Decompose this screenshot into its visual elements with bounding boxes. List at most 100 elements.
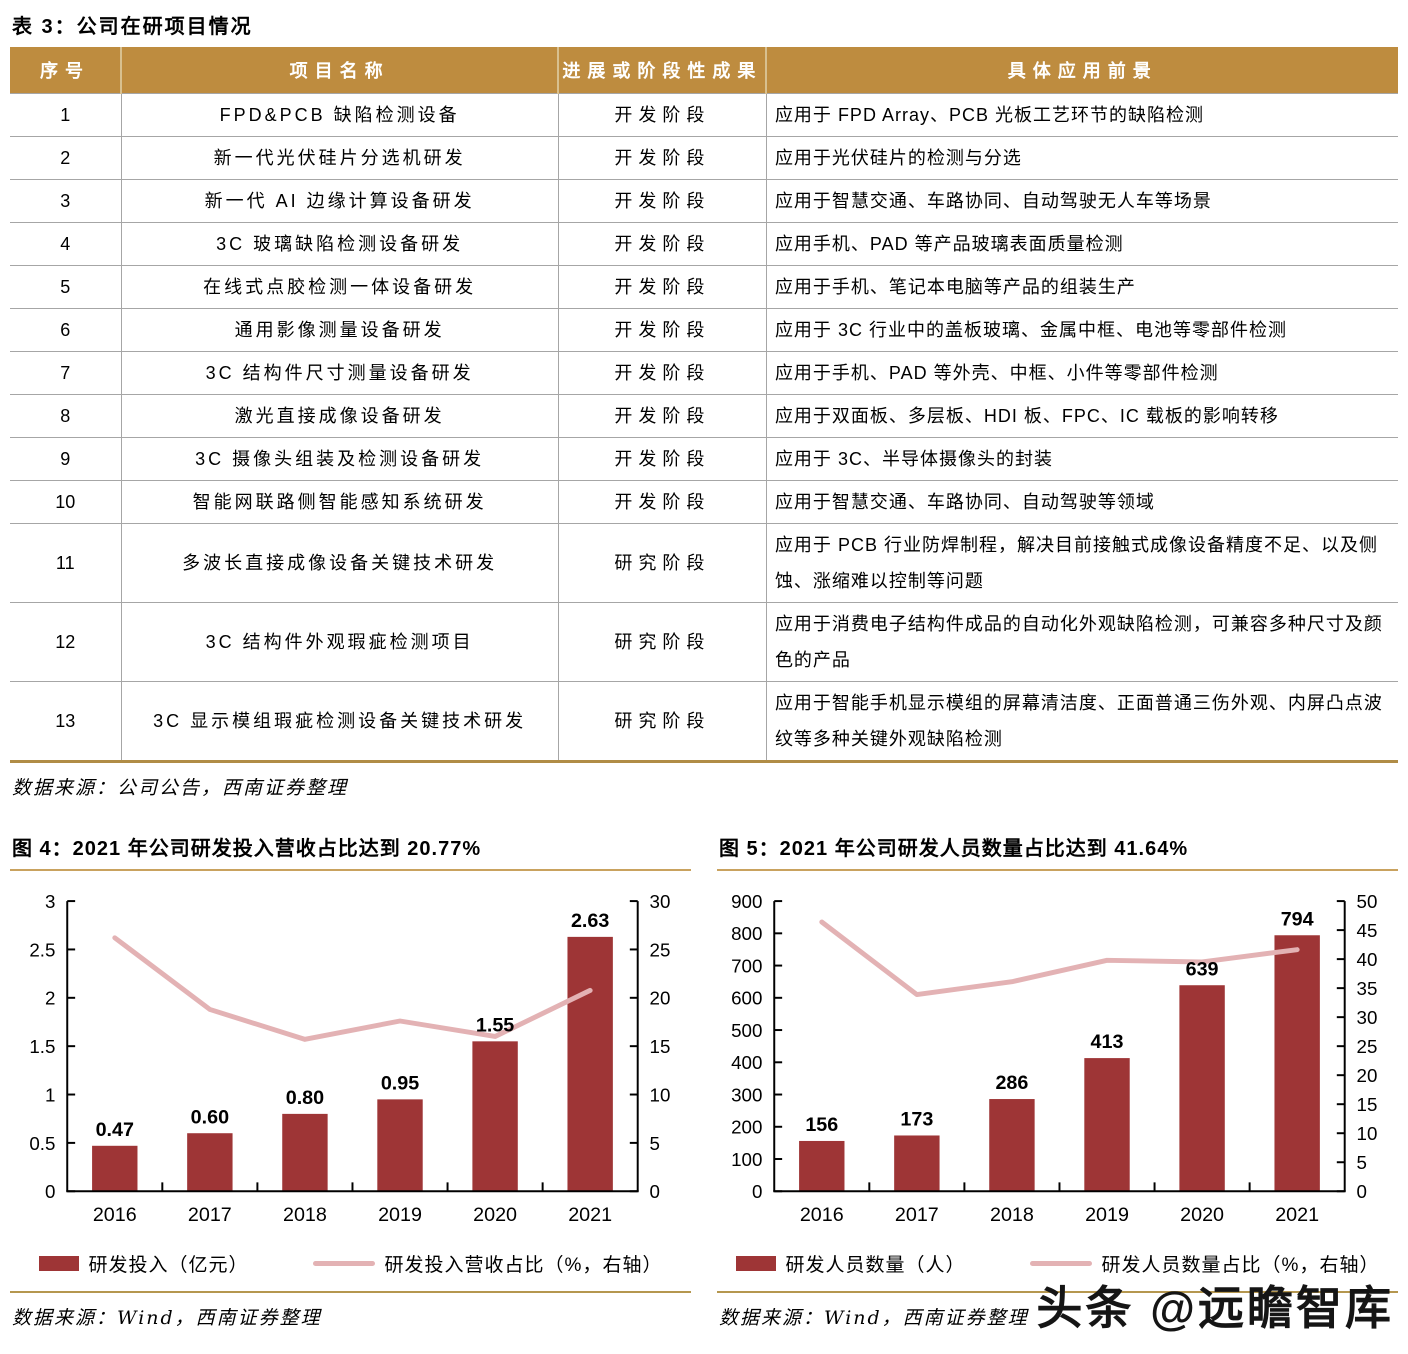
cell-name: 通用影像测量设备研发 <box>120 307 559 352</box>
svg-text:413: 413 <box>1091 1031 1124 1053</box>
cell-stage: 开发阶段 <box>557 135 767 180</box>
cell-name: 多波长直接成像设备关键技术研发 <box>120 522 559 603</box>
column-header-1: 项目名称 <box>120 47 559 93</box>
cell-num: 9 <box>10 436 122 481</box>
legend-label: 研发人员数量（人） <box>785 1255 966 1276</box>
table-row: 10 智能网联路侧智能感知系统研发 开发阶段 应用于智慧交通、车路协同、自动驾驶等领域 <box>10 479 1398 524</box>
cell-stage: 开发阶段 <box>557 92 767 137</box>
cell-num: 6 <box>10 307 122 352</box>
cell-stage: 开发阶段 <box>557 264 767 309</box>
svg-text:500: 500 <box>731 1019 762 1040</box>
svg-text:30: 30 <box>1357 1007 1378 1028</box>
svg-text:5: 5 <box>650 1132 660 1153</box>
svg-text:2019: 2019 <box>1085 1203 1129 1225</box>
table-row: 12 3C 结构件外观瑕疵检测项目 研究阶段 应用于消费电子结构件成品的自动化外观缺陷… <box>10 601 1398 682</box>
cell-app: 应用于 FPD Array、PCB 光板工艺环节的缺陷检测 <box>765 92 1398 137</box>
cell-num: 11 <box>10 522 122 603</box>
cell-num: 12 <box>10 601 122 682</box>
cell-app: 应用于智能手机显示模组的屏幕清洁度、正面普通三伤外观、内屏凸点波纹等多种关键外观… <box>765 680 1398 762</box>
cell-app: 应用于 3C、半导体摄像头的封装 <box>765 436 1398 481</box>
table-row: 13 3C 显示模组瑕疵检测设备关键技术研发 研究阶段 应用于智能手机显示模组的屏幕清… <box>10 680 1398 762</box>
cell-name: 在线式点胶检测一体设备研发 <box>120 264 559 309</box>
svg-text:35: 35 <box>1357 978 1378 999</box>
cell-app: 应用于消费电子结构件成品的自动化外观缺陷检测，可兼容多种尺寸及颜色的产品 <box>765 601 1398 682</box>
cell-name: 激光直接成像设备研发 <box>120 393 559 438</box>
svg-text:2018: 2018 <box>990 1203 1034 1225</box>
cell-name: 3C 结构件外观瑕疵检测项目 <box>120 601 559 682</box>
chart-5-title: 图 5：2021 年公司研发人员数量占比达到 41.64% <box>719 837 1189 860</box>
legend-line-swatch <box>1029 1261 1092 1266</box>
svg-text:2.5: 2.5 <box>29 939 55 960</box>
table-row: 5 在线式点胶检测一体设备研发 开发阶段 应用于手机、笔记本电脑等产品的组装生产 <box>10 264 1398 309</box>
svg-text:15: 15 <box>1357 1094 1378 1115</box>
cell-app: 应用于手机、笔记本电脑等产品的组装生产 <box>765 264 1398 309</box>
svg-text:2017: 2017 <box>188 1203 232 1225</box>
svg-text:0: 0 <box>752 1181 762 1202</box>
chart-5-source: 数据来源：Wind，西南证券整理 <box>719 1306 1029 1329</box>
table-row: 11 多波长直接成像设备关键技术研发 研究阶段 应用于 PCB 行业防焊制程，解决目前… <box>10 522 1398 603</box>
gold-divider <box>10 1290 691 1293</box>
legend-label: 研发投入（亿元） <box>88 1255 249 1276</box>
table-row: 2 新一代光伏硅片分选机研发 开发阶段 应用于光伏硅片的检测与分选 <box>10 135 1398 180</box>
svg-text:0: 0 <box>650 1181 660 1202</box>
svg-text:2021: 2021 <box>568 1203 612 1225</box>
column-header-2: 进展或阶段性成果 <box>557 47 767 93</box>
table-header: 序号 项目名称 进展或阶段性成果 具体应用前景 <box>10 47 1398 93</box>
svg-text:50: 50 <box>1357 890 1378 911</box>
svg-text:40: 40 <box>1357 949 1378 970</box>
table-row: 3 新一代 AI 边缘计算设备研发 开发阶段 应用于智慧交通、车路协同、自动驾驶无人车… <box>10 178 1398 223</box>
cell-stage: 开发阶段 <box>557 178 767 223</box>
svg-text:2016: 2016 <box>800 1203 844 1225</box>
svg-text:10: 10 <box>650 1084 671 1105</box>
svg-text:700: 700 <box>731 955 762 976</box>
svg-text:20: 20 <box>650 987 671 1008</box>
svg-text:2019: 2019 <box>378 1203 422 1225</box>
chart-block-4: 图 4：2021 年公司研发投入营收占比达到 20.77% 0 0.5 1 1.5 2 2… <box>10 832 691 1330</box>
cell-stage: 开发阶段 <box>557 307 767 352</box>
svg-text:10: 10 <box>1357 1123 1378 1144</box>
cell-stage: 研究阶段 <box>557 601 767 682</box>
legend-item: 研发人员数量占比（%，右轴） <box>1029 1250 1380 1277</box>
cell-app: 应用于 PCB 行业防焊制程，解决目前接触式成像设备精度不足、以及侧蚀、涨缩难以… <box>765 522 1398 603</box>
svg-text:25: 25 <box>1357 1036 1378 1057</box>
svg-text:100: 100 <box>731 1148 762 1169</box>
table-row: 8 激光直接成像设备研发 开发阶段 应用于双面板、多层板、HDI 板、FPC、IC 载… <box>10 393 1398 438</box>
chart-4-source: 数据来源：Wind，西南证券整理 <box>12 1306 322 1329</box>
table-body: 1 FPD&PCB 缺陷检测设备 开发阶段 应用于 FPD Array、PCB 光板工… <box>10 92 1398 762</box>
legend-label: 研发人员数量占比（%，右轴） <box>1101 1255 1380 1276</box>
cell-num: 7 <box>10 350 122 395</box>
svg-text:800: 800 <box>731 923 762 944</box>
cell-app: 应用于 3C 行业中的盖板玻璃、金属中框、电池等零部件检测 <box>765 307 1398 352</box>
svg-text:2016: 2016 <box>93 1203 137 1225</box>
legend-bar-swatch <box>38 1256 79 1271</box>
svg-text:30: 30 <box>650 890 671 911</box>
cell-app: 应用于光伏硅片的检测与分选 <box>765 135 1398 180</box>
table-row: 6 通用影像测量设备研发 开发阶段 应用于 3C 行业中的盖板玻璃、金属中框、电池等零… <box>10 307 1398 352</box>
legend-line-swatch <box>312 1261 375 1266</box>
cell-stage: 研究阶段 <box>557 680 767 762</box>
charts-row: 图 4：2021 年公司研发投入营收占比达到 20.77% 0 0.5 1 1.5 2 2… <box>10 832 1398 1330</box>
title-underline <box>10 868 691 871</box>
table-row: 1 FPD&PCB 缺陷检测设备 开发阶段 应用于 FPD Array、PCB 光板工… <box>10 92 1398 137</box>
cell-app: 应用于手机、PAD 等外壳、中框、小件等零部件检测 <box>765 350 1398 395</box>
svg-text:1.5: 1.5 <box>29 1036 55 1057</box>
svg-text:0.47: 0.47 <box>96 1118 134 1140</box>
cell-stage: 开发阶段 <box>557 393 767 438</box>
cell-name: 新一代光伏硅片分选机研发 <box>120 135 559 180</box>
svg-text:794: 794 <box>1281 908 1314 930</box>
legend-label: 研发投入营收占比（%，右轴） <box>384 1255 663 1276</box>
column-header-3: 具体应用前景 <box>765 47 1398 93</box>
svg-text:1.55: 1.55 <box>476 1014 514 1036</box>
svg-text:45: 45 <box>1357 920 1378 941</box>
cell-app: 应用手机、PAD 等产品玻璃表面质量检测 <box>765 221 1398 266</box>
cell-app: 应用于智慧交通、车路协同、自动驾驶等领域 <box>765 479 1398 524</box>
chart-block-5: 图 5：2021 年公司研发人员数量占比达到 41.64% 0 100 200 300… <box>717 832 1398 1330</box>
cell-num: 13 <box>10 680 122 762</box>
svg-text:1: 1 <box>45 1084 55 1105</box>
cell-name: 3C 结构件尺寸测量设备研发 <box>120 350 559 395</box>
cell-name: 新一代 AI 边缘计算设备研发 <box>120 178 559 223</box>
table-title: 表 3：公司在研项目情况 <box>12 16 253 38</box>
svg-text:400: 400 <box>731 1052 762 1073</box>
legend-item: 研发投入营收占比（%，右轴） <box>312 1250 663 1277</box>
